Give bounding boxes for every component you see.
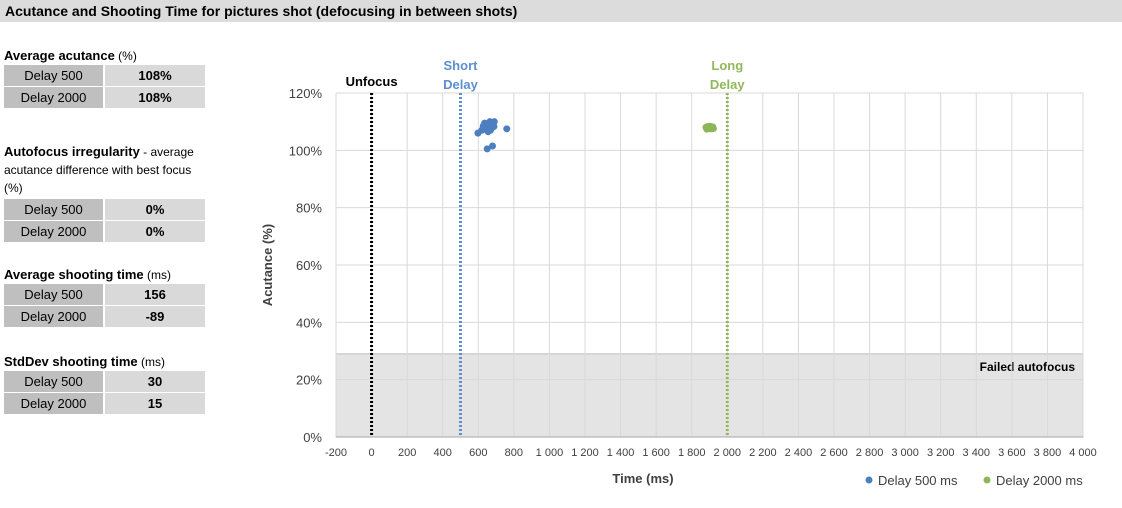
y-tick-label: 0% [303, 430, 322, 445]
data-point-series-0 [483, 145, 491, 153]
legend-label: Delay 500 ms [878, 473, 958, 488]
x-tick-label: 3 600 [998, 447, 1026, 459]
stat-row: Delay 500 30 [4, 371, 207, 392]
stat-title: Average acutance (%) [4, 48, 137, 63]
x-tick-label: 400 [434, 447, 452, 459]
x-tick-label: 2 000 [714, 447, 742, 459]
stat-average-shooting-time: Average shooting time (ms) Delay 500 156 … [4, 266, 207, 328]
chart-page-title: Acutance and Shooting Time for pictures … [0, 0, 1122, 22]
stat-row: Delay 500 156 [4, 284, 207, 305]
y-tick-label: 60% [296, 258, 322, 273]
x-tick-label: 200 [398, 447, 416, 459]
data-point-series-0 [488, 124, 496, 132]
vline-label: Long Delay [710, 58, 745, 92]
x-tick-label: 0 [369, 447, 375, 459]
failed-autofocus-zone [335, 353, 1084, 438]
y-tick-label: 40% [296, 315, 322, 330]
x-tick-label: 3 400 [963, 447, 991, 459]
stat-average-acutance: Average acutance (%) Delay 500 108% Delay… [4, 47, 207, 109]
x-tick-label: 1 800 [678, 447, 706, 459]
x-axis-title: Time (ms) [612, 471, 673, 486]
x-tick-label: 1 600 [642, 447, 670, 459]
stat-title: Autofocus irregularity - average acutanc… [4, 144, 194, 195]
failed-autofocus-label: Failed autofocus [980, 360, 1076, 374]
y-axis-title: Acutance (%) [260, 224, 275, 306]
x-tick-label: 1 200 [571, 447, 599, 459]
x-tick-label: -200 [325, 447, 347, 459]
legend-label: Delay 2000 ms [996, 473, 1083, 488]
y-tick-label: 120% [289, 86, 323, 101]
x-tick-label: 4 000 [1069, 447, 1097, 459]
x-tick-label: 3 200 [927, 447, 955, 459]
x-tick-label: 3 000 [891, 447, 919, 459]
x-tick-label: 1 000 [536, 447, 564, 459]
y-tick-label: 20% [296, 373, 322, 388]
stat-row: Delay 2000 108% [4, 87, 207, 108]
data-point-series-0 [489, 142, 497, 150]
legend-marker [983, 476, 991, 484]
y-tick-label: 100% [289, 143, 323, 158]
stat-row: Delay 500 108% [4, 65, 207, 86]
data-point-series-0 [503, 125, 511, 133]
stat-row: Delay 2000 0% [4, 221, 207, 242]
stat-autofocus-irregularity: Autofocus irregularity - average acutanc… [4, 143, 207, 243]
data-point-series-0 [490, 118, 498, 126]
x-tick-label: 3 800 [1034, 447, 1062, 459]
stat-row: Delay 2000 -89 [4, 306, 207, 327]
legend-marker [865, 476, 873, 484]
stat-title: StdDev shooting time (ms) [4, 354, 165, 369]
x-tick-label: 1 400 [607, 447, 635, 459]
data-point-series-1 [706, 123, 714, 131]
y-tick-label: 80% [296, 201, 322, 216]
stat-stddev-shooting-time: StdDev shooting time (ms) Delay 500 30 De… [4, 353, 207, 415]
stat-row: Delay 500 0% [4, 199, 207, 220]
stat-title: Average shooting time (ms) [4, 267, 171, 282]
vline-label: Unfocus [346, 74, 398, 89]
vline-label: Short Delay [443, 58, 478, 92]
x-tick-label: 2 600 [820, 447, 848, 459]
x-tick-label: 2 400 [785, 447, 813, 459]
x-tick-label: 600 [469, 447, 487, 459]
x-tick-label: 2 200 [749, 447, 777, 459]
x-tick-label: 2 800 [856, 447, 884, 459]
stat-row: Delay 2000 15 [4, 393, 207, 414]
x-tick-label: 800 [505, 447, 523, 459]
